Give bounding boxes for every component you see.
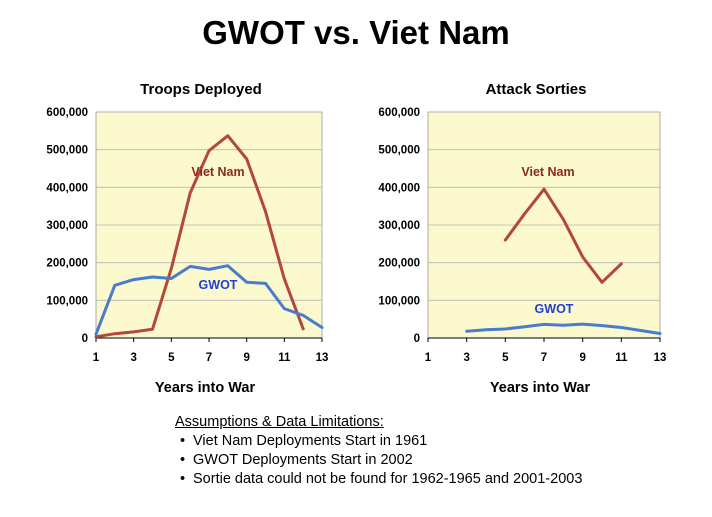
x-axis-label-sorties: Years into War — [490, 380, 591, 396]
data-point-gwot — [562, 323, 565, 327]
y-tick-label: 100,000 — [46, 295, 88, 307]
x-tick-label: 13 — [316, 352, 329, 364]
notes-heading: Assumptions & Data Limitations: — [175, 414, 384, 430]
data-point-viet-nam — [132, 330, 135, 334]
y-tick-label: 300,000 — [378, 220, 420, 232]
x-tick-label: 1 — [425, 352, 432, 364]
data-point-viet-nam — [226, 134, 230, 137]
y-tick-label: 0 — [82, 333, 88, 345]
data-point-gwot — [620, 326, 623, 329]
x-tick-label: 11 — [615, 352, 628, 364]
data-point-gwot — [523, 325, 526, 328]
data-point-viet-nam — [151, 328, 154, 331]
data-point-viet-nam — [562, 218, 565, 221]
data-point-gwot — [484, 328, 488, 331]
x-tick-label: 5 — [502, 352, 509, 364]
data-point-viet-nam — [523, 212, 526, 215]
data-point-viet-nam — [264, 210, 267, 213]
data-point-gwot — [639, 329, 642, 332]
data-point-viet-nam — [301, 327, 305, 331]
data-point-viet-nam — [581, 255, 584, 259]
y-tick-label: 400,000 — [46, 182, 88, 194]
series-line-viet-nam — [94, 134, 305, 339]
y-tick-label: 600,000 — [46, 107, 88, 119]
notes-item: Viet Nam Deployments Start in 1961 — [175, 432, 582, 451]
series-label-gwot: GWOT — [535, 302, 574, 316]
data-point-viet-nam — [113, 332, 117, 335]
data-point-gwot — [320, 326, 324, 329]
x-tick-label: 13 — [654, 352, 667, 364]
data-point-gwot — [600, 324, 604, 327]
x-tick-label: 3 — [463, 352, 469, 364]
notes-item: Sortie data could not be found for 1962-… — [175, 470, 582, 489]
data-point-gwot — [542, 323, 546, 326]
chart-title-sorties: Attack Sorties — [486, 81, 587, 98]
series-label-viet-nam: Viet Nam — [521, 165, 574, 179]
data-point-viet-nam — [542, 188, 546, 191]
data-point-viet-nam — [600, 281, 604, 284]
notes-list: Viet Nam Deployments Start in 1961 GWOT … — [175, 432, 582, 489]
x-tick-label: 3 — [130, 352, 136, 364]
x-tick-label: 1 — [93, 352, 100, 364]
x-tick-label: 7 — [541, 352, 547, 364]
series-label-gwot: GWOT — [199, 278, 238, 292]
x-tick-label: 11 — [278, 352, 291, 364]
data-point-gwot — [207, 268, 211, 271]
data-point-gwot — [658, 332, 662, 335]
data-point-gwot — [581, 322, 584, 326]
x-tick-label: 9 — [579, 352, 585, 364]
data-point-gwot — [301, 314, 305, 317]
data-point-viet-nam — [170, 267, 173, 270]
data-point-gwot — [151, 275, 154, 279]
data-point-gwot — [465, 330, 468, 333]
y-tick-label: 400,000 — [378, 182, 420, 194]
data-point-gwot — [170, 277, 173, 280]
data-point-gwot — [94, 333, 98, 336]
x-tick-label: 9 — [243, 352, 249, 364]
page-title: GWOT vs. Viet Nam — [202, 14, 510, 51]
data-point-gwot — [188, 265, 192, 268]
charts-area: Troops Deployed 0 100,000 200,000 300,000 400… — [46, 81, 667, 396]
data-point-viet-nam — [504, 238, 507, 242]
y-tick-label: 500,000 — [378, 145, 420, 157]
chart-title-troops: Troops Deployed — [140, 81, 262, 98]
data-point-viet-nam — [620, 262, 623, 265]
data-point-viet-nam — [245, 157, 248, 161]
x-tick-label: 5 — [168, 352, 175, 364]
y-tick-label: 600,000 — [378, 107, 420, 119]
y-tick-label: 200,000 — [378, 258, 420, 270]
series-label-viet-nam: Viet Nam — [191, 165, 244, 179]
data-point-viet-nam — [283, 277, 286, 281]
x-axis-label-troops: Years into War — [155, 380, 256, 396]
y-tick-label: 500,000 — [46, 145, 88, 157]
notes-item: GWOT Deployments Start in 2002 — [175, 451, 582, 470]
data-point-viet-nam — [94, 335, 98, 338]
notes-block: Assumptions & Data Limitations: Viet Nam… — [175, 413, 582, 489]
data-point-gwot — [132, 278, 135, 281]
data-point-viet-nam — [207, 149, 211, 152]
data-point-viet-nam — [188, 191, 192, 195]
data-point-gwot — [113, 284, 117, 287]
data-point-gwot — [264, 282, 267, 285]
y-tick-label: 300,000 — [46, 220, 88, 232]
data-point-gwot — [504, 327, 507, 331]
x-tick-label: 7 — [206, 352, 212, 364]
data-point-gwot — [283, 307, 286, 310]
y-tick-label: 0 — [414, 333, 420, 345]
y-tick-label: 100,000 — [378, 295, 420, 307]
data-point-gwot — [245, 281, 248, 284]
y-tick-label: 200,000 — [46, 258, 88, 270]
data-point-gwot — [226, 264, 230, 267]
